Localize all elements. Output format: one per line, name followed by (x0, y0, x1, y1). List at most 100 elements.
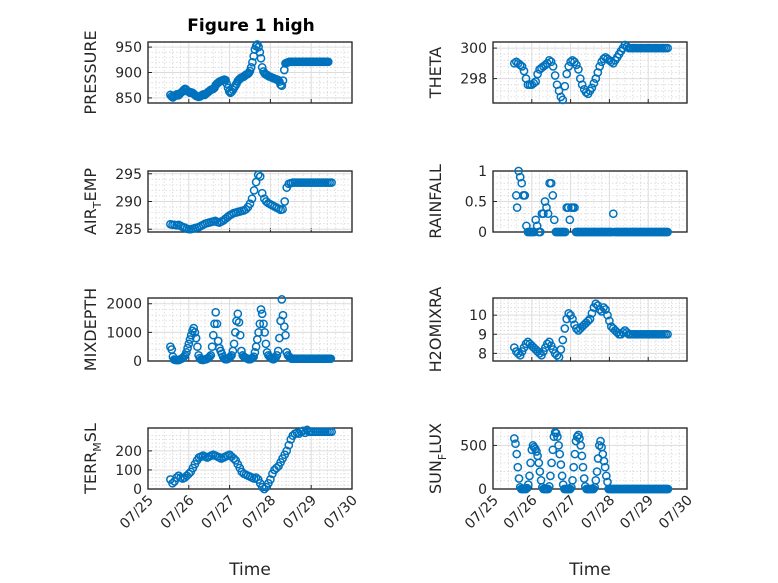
data-point (189, 323, 199, 333)
data-point (256, 305, 266, 314)
data-point (547, 458, 556, 468)
data-point (519, 66, 529, 76)
data-point (526, 458, 535, 468)
data-point (278, 76, 288, 85)
data-point (569, 462, 579, 472)
y-label-subscript: T (91, 201, 104, 209)
data-point (515, 172, 525, 182)
data-point (256, 53, 266, 63)
data-point (594, 441, 604, 450)
data-point (543, 209, 553, 219)
y-axis-label: H2OMIXRA (426, 287, 445, 373)
data-point (184, 339, 194, 349)
data-point (574, 65, 583, 74)
y-tick-label: 1 (478, 164, 487, 180)
subplot-1: 850 900 950 PRESSURE (81, 30, 353, 115)
figure-title: Figure 1 high (187, 16, 315, 36)
data-point (255, 47, 265, 57)
data-series (166, 425, 336, 494)
data-point (284, 440, 294, 450)
data-point (540, 197, 550, 206)
data-point (521, 339, 531, 349)
data-point (205, 352, 214, 362)
data-point (279, 322, 289, 331)
y-axis-label: MIXDEPTH (81, 288, 100, 371)
y-axis-label: AIRTEMP (81, 168, 104, 235)
data-point (257, 309, 267, 319)
data-point (589, 78, 599, 88)
data-point (512, 203, 522, 212)
y-axis-label: PRESSURE (81, 30, 100, 114)
y-tick-label: 0 (133, 354, 142, 370)
data-point (514, 166, 523, 176)
subplot-2: 298 300 THETA (426, 40, 688, 105)
data-point (560, 81, 570, 91)
data-point (172, 473, 181, 482)
y-axis-label: TERRMSL (81, 423, 104, 495)
data-point (552, 350, 562, 360)
y-label-rest: SL (81, 423, 100, 442)
data-point (589, 484, 598, 494)
data-point (554, 441, 563, 450)
data-point (245, 199, 255, 209)
y-label-subscript: M (91, 442, 104, 452)
data-point (531, 77, 541, 86)
data-point (533, 69, 542, 79)
data-point (534, 458, 544, 468)
y-tick-label: 950 (115, 40, 142, 56)
data-point (563, 203, 573, 212)
data-point (557, 471, 567, 481)
data-point (577, 451, 587, 461)
data-point (599, 456, 609, 466)
subplot-3: 285 290 295 AIRTEMP (81, 167, 353, 238)
data-point (517, 62, 527, 71)
y-tick-label: 285 (115, 222, 142, 238)
data-point (529, 78, 539, 88)
data-point (277, 81, 287, 91)
axes-box (147, 297, 353, 362)
data-point (531, 215, 541, 225)
data-point (185, 335, 195, 344)
data-point (233, 309, 243, 319)
data-point (255, 319, 265, 329)
data-point (327, 178, 336, 187)
subplot-6: 8 9 10 H2OMIXRA (426, 287, 688, 373)
y-tick-label: 8 (478, 346, 487, 362)
y-tick-label: 2000 (106, 297, 142, 313)
data-point (555, 449, 565, 459)
y-tick-label: 200 (115, 444, 142, 460)
data-point (565, 484, 575, 494)
y-tick-label: 295 (115, 167, 142, 183)
y-tick-label: 298 (460, 72, 487, 88)
y-tick-label: 10 (469, 308, 487, 324)
data-point (608, 209, 618, 219)
y-tick-label: 0.5 (465, 195, 487, 211)
data-point (211, 307, 221, 317)
data-point (523, 480, 533, 489)
data-point (663, 227, 672, 237)
y-tick-label: 850 (115, 91, 142, 107)
data-point (251, 473, 261, 482)
data-point (592, 467, 602, 476)
data-point (229, 454, 239, 463)
data-series (509, 428, 673, 494)
data-point (272, 350, 282, 360)
data-point (549, 215, 559, 225)
data-point (509, 434, 519, 443)
data-point (511, 439, 520, 449)
subplot-4: 0 0.5 1 RAINFALL (426, 164, 688, 241)
data-point (578, 462, 588, 472)
data-point (558, 335, 568, 345)
axes-frame (147, 170, 353, 233)
data-point (605, 316, 614, 326)
data-point (595, 62, 605, 71)
data-point (254, 328, 263, 337)
x-axis-label: Time (228, 560, 271, 580)
data-point (266, 475, 275, 484)
data-point (585, 314, 595, 324)
x-axis-label: Time (568, 560, 611, 580)
y-axis-label: THETA (426, 47, 445, 99)
data-point (521, 484, 531, 494)
data-point (208, 330, 218, 340)
